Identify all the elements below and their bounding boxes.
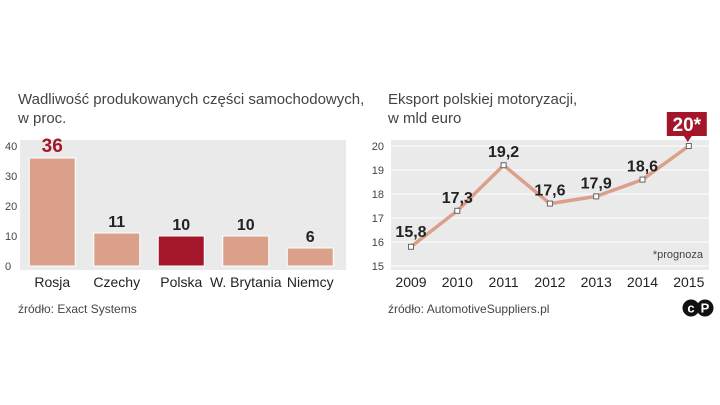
line-point: [593, 193, 600, 200]
bar-category-label: Rosja: [34, 274, 70, 290]
forecast-label-pointer: [683, 136, 692, 142]
bar-category-label: Polska: [160, 274, 202, 290]
line-point: [408, 243, 414, 250]
bar-chart-source: źródło: Exact Systems: [18, 302, 137, 316]
line-value-label: 17,6: [534, 183, 565, 200]
forecast-label-box: [666, 112, 707, 136]
line-point: [500, 162, 507, 169]
line-x-tick-label: 2010: [442, 274, 473, 290]
line-point: [546, 200, 553, 207]
line-point: [685, 143, 692, 149]
line-value-label: 17,3: [442, 190, 473, 207]
line-x-tick-label: 2014: [627, 274, 658, 290]
line-point: [639, 176, 646, 183]
bar: [286, 247, 334, 267]
line-value-label: 17,9: [581, 175, 612, 192]
line-x-tick-label: 2011: [489, 274, 519, 290]
line-y-tick-label: 16: [372, 237, 384, 249]
line-chart-source: źródło: AutomotiveSuppliers.pl: [388, 302, 550, 316]
bar-y-tick-label: 10: [5, 231, 17, 243]
line-value-label: 15,8: [395, 224, 426, 241]
bar-category-label: Czechy: [93, 274, 140, 290]
line-point: [454, 207, 461, 214]
bar: [222, 235, 270, 267]
bar: [93, 232, 141, 267]
bar-value-label: 11: [108, 214, 125, 231]
line-value-label: 18,6: [627, 159, 658, 176]
line-x-tick-label: 2012: [534, 274, 565, 290]
line-x-tick-label: 2015: [673, 274, 704, 290]
line-chart-title: Eksport polskiej motoryzacji, w mld euro: [388, 90, 577, 128]
bar-chart-title-line2: w proc.: [18, 110, 67, 127]
bar-value-label: 10: [172, 217, 190, 234]
line-chart-title-line2: w mld euro: [388, 110, 462, 127]
bar-category-label: W. Brytania: [210, 274, 282, 290]
line-y-tick-label: 18: [372, 189, 384, 201]
bar-y-tick-label: 30: [5, 171, 17, 183]
line-y-tick-label: 19: [372, 165, 384, 177]
bar-value-label: 36: [42, 136, 63, 157]
forecast-note: *prognoza: [653, 249, 704, 261]
line-value-label-forecast: 20*: [673, 115, 702, 136]
line-x-tick-label: 2009: [395, 274, 426, 290]
line-y-tick-label: 20: [372, 141, 384, 153]
line-x-tick-label: 2013: [581, 274, 612, 290]
bar: [157, 235, 205, 267]
bar-y-tick-label: 20: [5, 201, 17, 213]
bar-chart-title-line1: Wadliwość produkowanych części samochodo…: [18, 91, 365, 108]
cp-logo-icon: c P: [682, 299, 714, 317]
bar-value-label: 6: [306, 229, 315, 246]
bar-category-label: Niemcy: [287, 274, 334, 290]
bar-chart-title: Wadliwość produkowanych części samochodo…: [18, 90, 364, 128]
bar: [28, 157, 76, 267]
line-chart-title-line1: Eksport polskiej motoryzacji,: [388, 91, 578, 108]
svg-text:c: c: [687, 301, 694, 316]
bar-value-label: 10: [237, 217, 255, 234]
bar-y-tick-label: 40: [5, 141, 17, 153]
line-value-label: 19,2: [488, 144, 519, 161]
line-y-tick-label: 15: [372, 261, 384, 273]
bar-y-tick-label: 0: [5, 261, 11, 273]
svg-text:P: P: [701, 301, 710, 316]
line-y-tick-label: 17: [372, 213, 384, 225]
